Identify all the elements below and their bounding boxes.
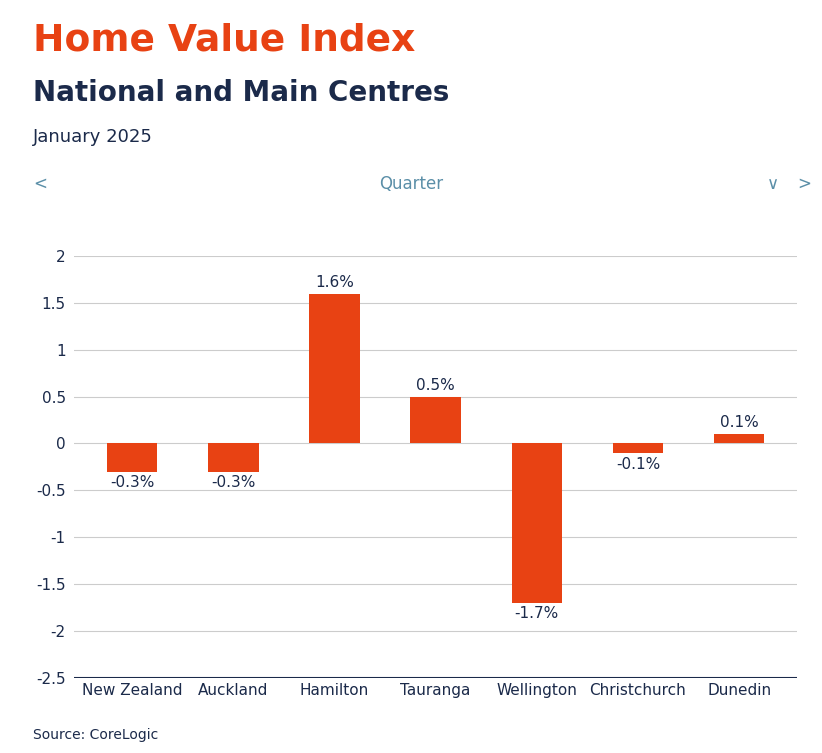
Text: >: > — [797, 175, 811, 193]
Text: January 2025: January 2025 — [33, 128, 153, 146]
Text: 1.6%: 1.6% — [315, 275, 354, 290]
Text: National and Main Centres: National and Main Centres — [33, 79, 450, 107]
Text: <: < — [33, 175, 47, 193]
Text: -1.7%: -1.7% — [515, 606, 559, 621]
Text: -0.3%: -0.3% — [110, 475, 155, 490]
Bar — [309, 294, 360, 444]
Text: Source: CoreLogic: Source: CoreLogic — [33, 727, 158, 742]
Bar — [208, 444, 259, 471]
Bar — [612, 444, 663, 453]
Text: Home Value Index: Home Value Index — [33, 23, 415, 59]
Text: -0.3%: -0.3% — [211, 475, 256, 490]
Bar — [107, 444, 158, 471]
Text: 0.1%: 0.1% — [720, 416, 759, 430]
Bar — [713, 434, 764, 444]
Text: Quarter: Quarter — [379, 175, 443, 193]
Text: ∨: ∨ — [767, 175, 778, 193]
Text: -0.1%: -0.1% — [616, 456, 660, 471]
Bar — [410, 397, 461, 444]
Text: 0.5%: 0.5% — [416, 378, 455, 393]
Bar — [511, 444, 562, 602]
